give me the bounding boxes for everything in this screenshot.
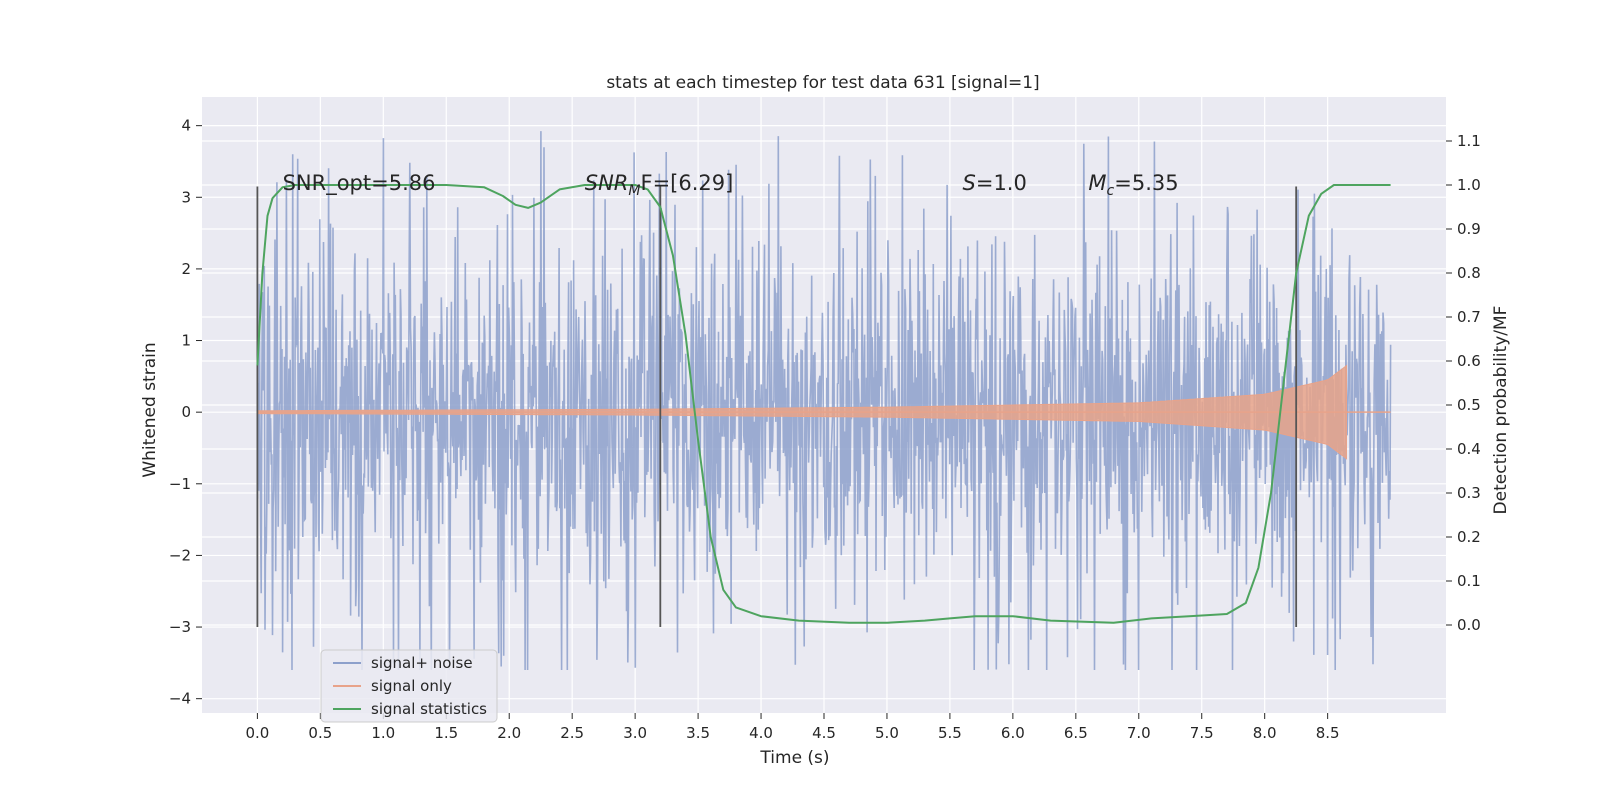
vertical-markers — [256, 186, 1298, 628]
y2-tick-label-6: 0.5 — [1457, 396, 1481, 414]
signal-series — [256, 364, 1391, 460]
x-tick-label-14: 7.0 — [1127, 724, 1151, 742]
y2-tick-label-5: 0.6 — [1457, 352, 1481, 370]
y-tick-label-0: 4 — [181, 117, 191, 135]
legend-label-signal: signal only — [371, 677, 452, 695]
y-axis-label-left: Whitened strain — [140, 342, 160, 477]
x-tick-label-6: 3.0 — [623, 724, 647, 742]
y2-tick-label-11: 0.0 — [1457, 616, 1481, 634]
annotation-mc-value: =5.35 — [1114, 171, 1178, 195]
y-tick-label-2: 2 — [181, 260, 191, 278]
annotation-snr-mf-value: F=[6.29] — [641, 171, 734, 195]
y-tick-label-3: 1 — [181, 332, 191, 350]
x-tick-label-5: 2.5 — [560, 724, 584, 742]
legend: signal+ noise signal only signal statist… — [320, 649, 498, 723]
x-tick-label-7: 3.5 — [686, 724, 710, 742]
annotation-mc-sub: c — [1107, 183, 1115, 199]
y2-tick-label-8: 0.3 — [1457, 484, 1481, 502]
annotation-s: S=1.0 — [963, 171, 1027, 195]
x-axis-label: Time (s) — [759, 748, 829, 768]
statistics-line — [256, 184, 1391, 624]
y2-tick-label-3: 0.8 — [1457, 264, 1481, 282]
y2-tick-label-4: 0.7 — [1457, 308, 1481, 326]
x-tick-label-4: 2.0 — [497, 724, 521, 742]
x-tick-label-0: 0.0 — [245, 724, 269, 742]
x-tick-label-11: 5.5 — [938, 724, 962, 742]
y-tick-label-8: −4 — [169, 690, 191, 708]
chart-title: stats at each timestep for test data 631… — [606, 73, 1039, 93]
x-tick-label-15: 7.5 — [1190, 724, 1214, 742]
annotation-mc-base: M — [1088, 171, 1106, 195]
annotation-snr-mf-sub: M — [628, 183, 640, 199]
y2-tick-label-2: 0.9 — [1457, 220, 1481, 238]
x-tick-label-9: 4.5 — [812, 724, 836, 742]
x-tick-label-10: 5.0 — [875, 724, 899, 742]
x-tick-label-13: 6.5 — [1064, 724, 1088, 742]
x-tick-label-16: 8.0 — [1253, 724, 1277, 742]
annotation-s-value: =1.0 — [976, 171, 1027, 195]
x-tick-label-12: 6.0 — [1001, 724, 1025, 742]
y-tick-label-5: −1 — [169, 475, 191, 493]
x-tick-label-3: 1.5 — [434, 724, 458, 742]
y2-tick-label-10: 0.1 — [1457, 572, 1481, 590]
x-axis-ticks: 0.0 0.5 1.0 1.5 2.0 2.5 3.0 3.5 4.0 4.5 5.0 5.5 6.0 6… — [245, 713, 1340, 742]
annotation-snr-mf-base: SNR — [585, 171, 629, 195]
y2-tick-label-9: 0.2 — [1457, 528, 1481, 546]
y-axis-label-right: Detection probability/MF — [1491, 306, 1511, 515]
y-tick-label-1: 3 — [181, 188, 191, 206]
y2-tick-label-1: 1.0 — [1457, 176, 1481, 194]
annotation-s-base: S — [963, 171, 976, 195]
x-tick-label-17: 8.5 — [1316, 724, 1340, 742]
x-tick-label-1: 0.5 — [308, 724, 332, 742]
y-tick-label-6: −2 — [169, 546, 191, 564]
left-axis-ticks: 4 3 2 1 0 −1 −2 −3 −4 — [169, 117, 202, 708]
annotation-snr-opt: SNR_opt=5.86 — [283, 171, 436, 196]
right-axis-ticks: 1.1 1.0 0.9 0.8 0.7 0.6 0.5 0.4 0.3 0.2 0.1 0.0 — [1446, 132, 1481, 634]
x-tick-label-8: 4.0 — [749, 724, 773, 742]
y2-tick-label-0: 1.1 — [1457, 132, 1481, 150]
legend-label-noise: signal+ noise — [371, 654, 473, 672]
y2-tick-label-7: 0.4 — [1457, 440, 1481, 458]
annotation-snr-mf: SNRMF=[6.29] — [585, 171, 734, 199]
annotation-mc: Mc=5.35 — [1088, 171, 1178, 199]
legend-box — [320, 649, 498, 723]
y-tick-label-4: 0 — [181, 403, 191, 421]
statistics-series — [256, 184, 1391, 624]
legend-label-stats: signal statistics — [371, 700, 487, 718]
y-tick-label-7: −3 — [169, 618, 191, 636]
x-tick-label-2: 1.0 — [371, 724, 395, 742]
